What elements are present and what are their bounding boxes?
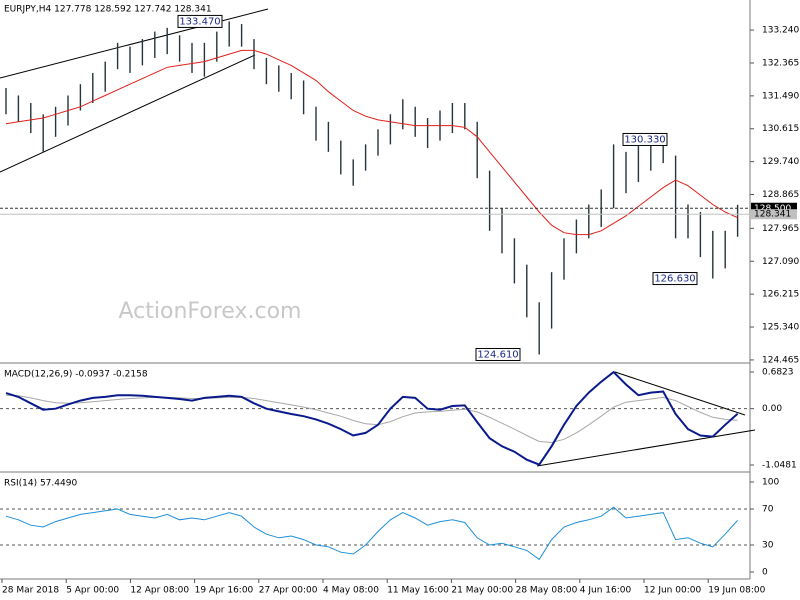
x-tick-label: 12 Jun 00:00: [644, 586, 701, 596]
y-tick-label: 30: [762, 540, 774, 550]
x-tick-label: 11 May 16:00: [387, 586, 449, 596]
pane-title: RSI(14) 57.4490: [4, 479, 77, 489]
moving-average: [5, 49, 738, 236]
y-tick-label: 132.365: [762, 58, 799, 68]
y-tick-label: 125.340: [762, 323, 799, 333]
annotation-label: 130.330: [624, 134, 665, 145]
trend-line: [614, 371, 746, 416]
x-tick-label: 4 May 08:00: [323, 586, 379, 596]
x-tick-label: 12 Apr 08:00: [130, 586, 189, 596]
trend-line: [536, 429, 756, 467]
y-tick-label: 70: [762, 504, 774, 514]
x-tick-label: 28 Mar 2018: [2, 586, 59, 596]
annotation-label: 133.470: [179, 16, 220, 27]
x-tick-label: 27 Apr 00:00: [259, 586, 318, 596]
x-tick-label: 5 Apr 00:00: [66, 586, 119, 596]
y-tick-label: 0: [762, 567, 768, 577]
y-tick-label: 131.490: [762, 91, 799, 101]
y-tick-label: 126.215: [762, 290, 799, 300]
signal-line: [5, 394, 738, 444]
y-tick-label: 100: [762, 478, 779, 488]
x-tick-label: 28 May 08:00: [516, 586, 578, 596]
y-tick-label: 128.865: [762, 190, 799, 200]
y-tick-label: 0.6823: [762, 368, 794, 378]
x-tick-label: 19 Apr 16:00: [195, 586, 254, 596]
annotation-box: [475, 347, 521, 361]
pane-title: EURJPY,H4 127.778 128.592 127.742 128.34…: [4, 5, 212, 15]
annotation-label: 124.610: [477, 349, 518, 360]
macd-line: [5, 370, 739, 466]
x-tick-label: 21 May 00:00: [451, 586, 513, 596]
y-tick-label: 124.465: [762, 355, 799, 365]
x-tick-label: 4 Jun 16:00: [580, 586, 632, 596]
level-label-box: [751, 202, 797, 214]
y-tick-label: 133.240: [762, 26, 799, 36]
x-tick-label: 19 Jun 08:00: [708, 586, 765, 596]
y-tick-label: -1.0481: [762, 460, 797, 470]
level-label: 128.500: [754, 204, 791, 214]
last-price-label: 128.341: [754, 210, 791, 220]
last-price-box: [751, 209, 797, 220]
rsi-line: [5, 506, 738, 561]
annotation-box: [177, 14, 223, 28]
annotation-label: 126.630: [654, 274, 695, 285]
annotation-box: [622, 132, 668, 146]
y-tick-label: 129.740: [762, 157, 799, 167]
trend-line: [0, 54, 256, 173]
y-tick-label: 127.090: [762, 257, 799, 267]
y-tick-label: 0.00: [762, 404, 782, 414]
watermark: ActionForex.com: [119, 299, 302, 324]
trend-line: [0, 8, 269, 79]
annotation-box: [652, 272, 698, 286]
y-tick-label: 130.615: [762, 124, 799, 134]
y-tick-label: 127.965: [762, 224, 799, 234]
pane-title: MACD(12,26,9) -0.0937 -0.2158: [4, 370, 148, 380]
